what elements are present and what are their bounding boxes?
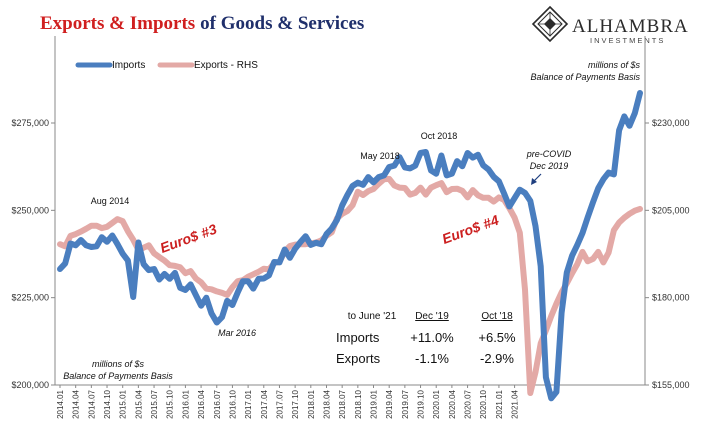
x-tick-label: 2021.04 bbox=[511, 389, 520, 418]
annotation-mar2016: Mar 2016 bbox=[218, 328, 256, 338]
legend-exports-label: Exports - RHS bbox=[194, 60, 258, 71]
x-tick-label: 2016.10 bbox=[228, 389, 237, 418]
left-tick-label: $225,000 bbox=[11, 293, 49, 303]
x-tick-label: 2015.07 bbox=[150, 389, 159, 418]
x-tick-label: 2018.10 bbox=[354, 389, 363, 418]
precovid-arrow-icon bbox=[531, 173, 542, 185]
x-tick-label: 2019.07 bbox=[401, 389, 410, 418]
x-tick-label: 2015.01 bbox=[119, 389, 128, 418]
table-row1-col2: +6.5% bbox=[478, 330, 516, 345]
x-tick-label: 2019.01 bbox=[370, 389, 379, 418]
comparison-table: to June '21 Dec '19 Oct '18 Imports +11.… bbox=[336, 311, 516, 366]
units-note-top-line2: Balance of Payments Basis bbox=[530, 72, 640, 82]
x-tick-label: 2015.04 bbox=[134, 389, 143, 418]
table-title: to June '21 bbox=[348, 311, 397, 322]
annotation-euro3: Euro$ #3 bbox=[158, 221, 219, 256]
x-tick-label: 2017.04 bbox=[260, 389, 269, 418]
legend-imports-label: Imports bbox=[112, 60, 145, 71]
x-tick-label: 2014.07 bbox=[87, 389, 96, 418]
units-note-bottom-line2: Balance of Payments Basis bbox=[63, 371, 173, 381]
annotation-aug2014: Aug 2014 bbox=[91, 196, 130, 206]
left-tick-label: $200,000 bbox=[11, 380, 49, 390]
x-tick-label: 2018.01 bbox=[307, 389, 316, 418]
right-tick-label: $155,000 bbox=[652, 380, 690, 390]
x-tick-label: 2020.01 bbox=[432, 389, 441, 418]
table-row1-label: Imports bbox=[336, 330, 380, 345]
x-tick-label: 2017.10 bbox=[291, 389, 300, 418]
chart-title-part1: Exports & Imports bbox=[40, 13, 195, 34]
legend: Imports Exports - RHS bbox=[75, 60, 258, 71]
x-tick-label: 2020.04 bbox=[448, 389, 457, 418]
x-tick-label: 2021.01 bbox=[495, 389, 504, 418]
x-tick-label: 2014.04 bbox=[72, 389, 81, 418]
x-tick-label: 2019.04 bbox=[385, 389, 394, 418]
x-tick-label: 2014.01 bbox=[56, 389, 65, 418]
logo-diamond-icon bbox=[531, 5, 569, 43]
x-tick-label: 2020.10 bbox=[479, 389, 488, 418]
imports-series-line bbox=[57, 90, 643, 402]
x-tick-label: 2020.07 bbox=[464, 389, 473, 418]
logo-sub: INVESTMENTS bbox=[590, 36, 665, 45]
left-tick-label: $275,000 bbox=[11, 118, 49, 128]
annotation-may2018: May 2018 bbox=[360, 151, 400, 161]
annotation-euro4: Euro$ #4 bbox=[440, 212, 501, 247]
right-tick-label: $230,000 bbox=[652, 118, 690, 128]
alhambra-logo: ALHAMBRA INVESTMENTS bbox=[531, 5, 689, 45]
chart-title-part2: of Goods & Services bbox=[200, 13, 364, 34]
x-axis-ticks: 2014.01 2014.04 2014.07 2014.10 2015.01 2015.… bbox=[56, 385, 520, 419]
left-axis-ticks: $200,000 $225,000 $250,000 $275,000 bbox=[11, 118, 55, 390]
x-tick-label: 2018.04 bbox=[322, 389, 331, 418]
chart-title: Exports & Imports of Goods & Services bbox=[40, 13, 364, 34]
table-col2-header: Oct '18 bbox=[481, 311, 513, 322]
x-tick-label: 2019.10 bbox=[417, 389, 426, 418]
logo-name: ALHAMBRA bbox=[572, 16, 689, 37]
table-row2-col1: -1.1% bbox=[415, 351, 449, 366]
x-tick-label: 2014.10 bbox=[103, 389, 112, 418]
annotation-oct2018: Oct 2018 bbox=[421, 131, 458, 141]
annotation-precovid-line1: pre-COVID bbox=[526, 149, 572, 159]
annotation-precovid-line2: Dec 2019 bbox=[530, 161, 569, 171]
x-tick-label: 2016.07 bbox=[213, 389, 222, 418]
table-row2-col2: -2.9% bbox=[480, 351, 514, 366]
table-row1-col1: +11.0% bbox=[410, 330, 454, 345]
left-tick-label: $250,000 bbox=[11, 205, 49, 215]
x-tick-label: 2017.07 bbox=[275, 389, 284, 418]
right-tick-label: $205,000 bbox=[652, 205, 690, 215]
x-tick-label: 2016.04 bbox=[197, 389, 206, 418]
table-row2-label: Exports bbox=[336, 351, 381, 366]
x-tick-label: 2016.01 bbox=[181, 389, 190, 418]
table-col1-header: Dec '19 bbox=[415, 311, 449, 322]
units-note-bottom-line1: millions of $s bbox=[92, 359, 145, 369]
x-tick-label: 2017.01 bbox=[244, 389, 253, 418]
units-note-top-line1: millions of $s bbox=[588, 60, 641, 70]
x-tick-label: 2015.10 bbox=[166, 389, 175, 418]
right-tick-label: $180,000 bbox=[652, 293, 690, 303]
right-axis-ticks: $155,000 $180,000 $205,000 $230,000 bbox=[645, 118, 690, 390]
x-tick-label: 2018.07 bbox=[338, 389, 347, 418]
